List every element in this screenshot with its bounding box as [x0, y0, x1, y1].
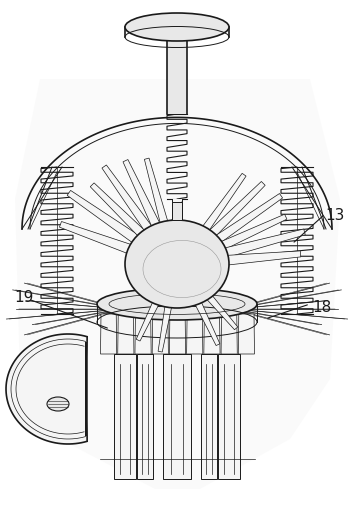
Polygon shape — [123, 160, 162, 232]
Polygon shape — [203, 291, 238, 330]
Polygon shape — [199, 174, 246, 236]
Polygon shape — [201, 355, 217, 479]
Ellipse shape — [47, 397, 69, 411]
Polygon shape — [102, 166, 155, 236]
Polygon shape — [152, 315, 169, 355]
Polygon shape — [187, 315, 203, 355]
Polygon shape — [6, 334, 87, 444]
Polygon shape — [114, 355, 136, 479]
Polygon shape — [136, 297, 161, 341]
Polygon shape — [172, 199, 182, 244]
Polygon shape — [204, 315, 220, 355]
Polygon shape — [211, 194, 282, 247]
Ellipse shape — [125, 221, 229, 309]
Polygon shape — [218, 355, 240, 479]
Polygon shape — [137, 355, 153, 479]
Polygon shape — [172, 203, 182, 221]
Polygon shape — [158, 300, 173, 352]
Polygon shape — [163, 355, 191, 479]
Polygon shape — [167, 38, 187, 115]
Polygon shape — [215, 215, 287, 253]
Polygon shape — [193, 297, 220, 346]
Polygon shape — [218, 230, 305, 260]
Ellipse shape — [97, 288, 257, 320]
Polygon shape — [221, 315, 237, 355]
Ellipse shape — [125, 14, 229, 42]
Polygon shape — [144, 159, 170, 229]
Text: 18: 18 — [312, 300, 331, 315]
Polygon shape — [221, 251, 301, 266]
Polygon shape — [205, 182, 265, 241]
Polygon shape — [135, 315, 151, 355]
Polygon shape — [238, 315, 255, 355]
Polygon shape — [59, 222, 137, 257]
Polygon shape — [169, 315, 185, 355]
Polygon shape — [101, 315, 117, 355]
Text: 19: 19 — [14, 289, 33, 304]
Text: 13: 13 — [325, 207, 344, 222]
Polygon shape — [90, 183, 149, 241]
Polygon shape — [15, 80, 340, 489]
Polygon shape — [118, 315, 134, 355]
Polygon shape — [67, 191, 144, 247]
